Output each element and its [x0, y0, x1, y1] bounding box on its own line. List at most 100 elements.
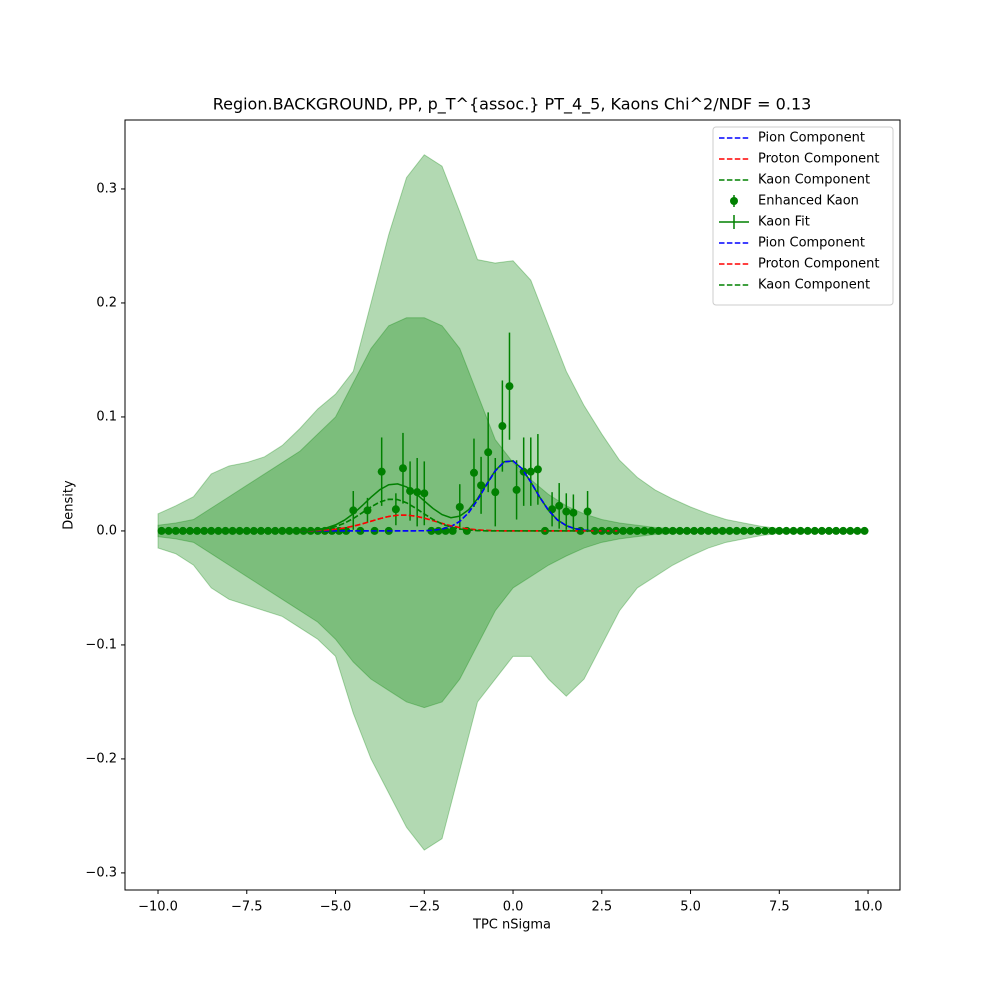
data-point	[732, 526, 741, 535]
data-point	[768, 526, 777, 535]
data-point	[789, 526, 798, 535]
chart-title: Region.BACKGROUND, PP, p_T^{assoc.} PT_4…	[213, 95, 812, 115]
line-series	[299, 498, 620, 532]
data-point	[342, 526, 351, 535]
data-point	[817, 526, 826, 535]
data-point	[469, 468, 478, 477]
data-point	[391, 505, 400, 514]
data-point	[178, 526, 187, 535]
data-point	[292, 526, 301, 535]
data-point	[810, 526, 819, 535]
data-point	[654, 526, 663, 535]
axes-frame	[124, 119, 901, 891]
y-tick-label: 0.3	[96, 181, 117, 196]
line-series	[300, 460, 620, 532]
data-point	[761, 526, 770, 535]
y-tick-label: −0.3	[85, 865, 117, 880]
data-point	[533, 465, 542, 474]
legend-label: Kaon Fit	[758, 215, 810, 230]
data-point	[185, 526, 194, 535]
data-point	[242, 526, 251, 535]
data-point	[711, 526, 720, 535]
data-point	[484, 448, 493, 457]
data-point	[228, 526, 237, 535]
data-point	[860, 526, 869, 535]
data-point	[583, 507, 592, 516]
data-point	[803, 526, 812, 535]
data-point	[753, 526, 762, 535]
legend-label: Enhanced Kaon	[758, 194, 859, 209]
y-tick-label: 0.0	[96, 523, 117, 538]
data-point	[377, 467, 386, 476]
data-point	[214, 526, 223, 535]
data-point	[555, 501, 564, 510]
x-tick-label: −10.0	[138, 900, 178, 915]
data-point	[782, 526, 791, 535]
legend-box	[712, 126, 894, 306]
x-tick-label: −2.5	[408, 900, 440, 915]
data-point	[739, 526, 748, 535]
data-point	[235, 526, 244, 535]
legend-label: Kaon Component	[758, 278, 870, 293]
data-point	[278, 526, 287, 535]
data-point	[682, 526, 691, 535]
data-point	[839, 526, 848, 535]
data-point	[661, 526, 670, 535]
data-point	[171, 526, 180, 535]
data-point	[718, 526, 727, 535]
data-point	[647, 526, 656, 535]
x-tick-label: 0.0	[503, 900, 524, 915]
x-axis-label: TPC nSigma	[472, 918, 551, 933]
data-point	[164, 526, 173, 535]
legend-label: Kaon Component	[758, 173, 870, 188]
data-point	[746, 526, 755, 535]
data-point	[420, 489, 429, 498]
data-point	[796, 526, 805, 535]
data-point	[193, 526, 202, 535]
x-tick-label: 7.5	[769, 900, 790, 915]
data-point	[491, 488, 500, 497]
x-tick-label: −7.5	[231, 900, 263, 915]
data-point	[562, 507, 571, 516]
data-point	[264, 526, 273, 535]
data-point	[633, 526, 642, 535]
y-tick-label: −0.1	[85, 637, 117, 652]
y-tick-label: 0.1	[96, 409, 117, 424]
data-point	[406, 487, 415, 496]
data-point	[626, 526, 635, 535]
data-point	[824, 526, 833, 535]
data-point	[619, 526, 628, 535]
data-point	[448, 526, 457, 535]
line-series	[299, 460, 620, 532]
data-point	[704, 526, 713, 535]
data-point	[498, 422, 507, 431]
y-tick-label: −0.2	[85, 751, 117, 766]
data-point	[775, 526, 784, 535]
x-tick-label: 10.0	[854, 900, 883, 915]
data-point	[512, 485, 521, 494]
data-point	[398, 464, 407, 473]
data-point	[207, 526, 216, 535]
data-point	[271, 526, 280, 535]
data-point	[505, 382, 514, 391]
data-point	[413, 488, 422, 497]
data-point	[477, 481, 486, 490]
data-point	[846, 526, 855, 535]
data-point	[455, 502, 464, 511]
data-point	[725, 526, 734, 535]
data-point	[697, 526, 706, 535]
legend-label: Pion Component	[758, 131, 865, 146]
data-point	[675, 526, 684, 535]
data-point	[853, 526, 862, 535]
data-point	[285, 526, 294, 535]
data-point	[832, 526, 841, 535]
data-point	[569, 508, 578, 517]
data-point	[690, 526, 699, 535]
legend-handle	[730, 197, 738, 205]
data-point	[526, 467, 535, 476]
y-axis-label: Density	[62, 480, 77, 530]
data-point	[668, 526, 677, 535]
data-point	[157, 526, 166, 535]
y-tick-label: 0.2	[96, 295, 117, 310]
